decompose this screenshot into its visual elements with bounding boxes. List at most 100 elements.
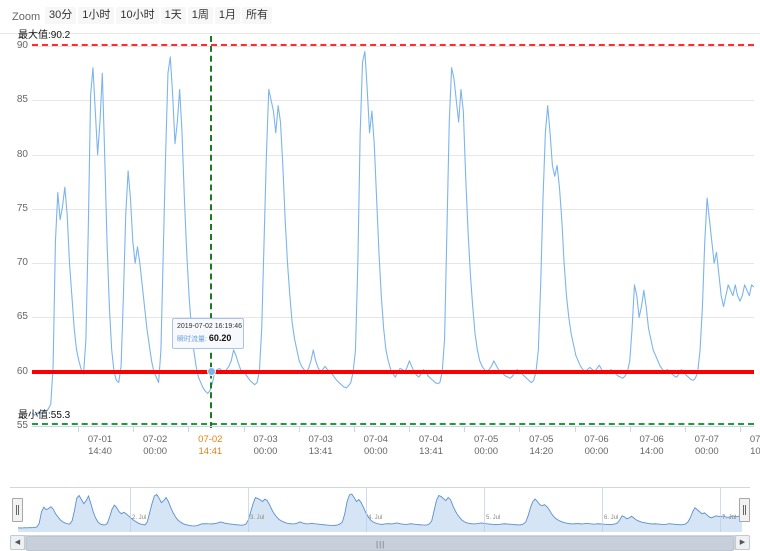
gridline: [32, 317, 754, 319]
range-button-all[interactable]: 所有: [242, 7, 272, 24]
x-tick-time: 00:00: [584, 446, 609, 457]
gridline: [32, 46, 754, 47]
x-axis-tick-label: 07-04 13:41: [407, 434, 455, 458]
navigator-gridline: [484, 488, 485, 532]
x-axis-tick-label: 07-05 00:00: [462, 434, 510, 458]
navigator-gridline: [720, 488, 721, 532]
x-axis-tick-mark: [298, 426, 300, 432]
x-tick-date: 07-01: [87, 434, 113, 445]
handle-grip-bar-2: [18, 505, 19, 515]
x-axis-tick-label: 07-01 14:40: [76, 434, 124, 458]
x-axis-tick-label: 07-02 14:41: [186, 434, 234, 458]
series-line-chart: [32, 50, 754, 416]
x-axis-tick-label: 07-05 14:20: [517, 434, 565, 458]
y-axis-tick-label: 70: [16, 257, 28, 269]
tooltip-datetime: 2019-07-02 16:19:46: [177, 323, 242, 330]
range-button-1hour[interactable]: 1小时: [78, 7, 115, 24]
x-tick-time: 14:41: [198, 446, 223, 457]
hovered-data-point[interactable]: [207, 366, 216, 376]
x-axis-tick-mark: [188, 426, 190, 432]
x-tick-date: 07-04: [363, 434, 388, 445]
navigator-handle-left[interactable]: [12, 498, 23, 522]
max-plotline: [32, 43, 754, 46]
x-tick-date: 07-06: [639, 434, 664, 445]
handle-grip-bar-2: [745, 505, 746, 515]
range-button-1day[interactable]: 1天: [160, 7, 186, 24]
scrollbar-left-arrow-icon[interactable]: ◀: [10, 535, 25, 550]
x-axis-tick-label: 07-03 00:00: [242, 434, 290, 458]
navigator-tick-label: 2. Jul: [132, 515, 147, 521]
range-button-1month[interactable]: 1月: [214, 7, 240, 24]
x-axis: 07-01 14:40 07-02 00:00 07-02 14:41 07-03 00:00…: [32, 426, 760, 472]
chart-plot-area[interactable]: 55 60 65 70 75 80 85 90 最大值:90.2 最小值:55.3: [17, 30, 754, 431]
x-tick-date: 07-05: [529, 434, 554, 445]
navigator-gridline: [366, 488, 367, 532]
min-plotline: [32, 422, 754, 425]
chart-tooltip: 2019-07-02 16:19:46 瞬时流量: 60.20: [172, 318, 244, 349]
x-axis-tick-label: 07-07 00:00: [683, 434, 731, 458]
x-axis-tick-mark: [684, 426, 686, 432]
handle-grip-bar: [16, 505, 17, 515]
tooltip-value: 60.20: [208, 333, 232, 343]
scrollbar-right-arrow-icon[interactable]: ▶: [735, 535, 750, 550]
max-plotline-label: 最大值:90.2: [18, 29, 71, 41]
x-axis-tick-label: 07-03 13:41: [297, 434, 345, 458]
navigator-tick-label: 4. Jul: [368, 515, 383, 521]
gridline: [32, 100, 754, 102]
x-tick-time: 00:00: [253, 446, 278, 457]
range-selector-label: Zoom: [12, 11, 41, 23]
y-axis-tick-label: 55: [16, 420, 28, 431]
navigator-series: [18, 493, 742, 532]
tooltip-separator: :: [205, 336, 209, 343]
x-axis-tick-mark: [740, 426, 741, 432]
x-axis-line: [32, 426, 754, 427]
x-tick-time: 10:39: [750, 446, 760, 457]
y-axis-tick-label: 65: [16, 311, 28, 323]
handle-grip-bar: [743, 505, 744, 515]
chart-navigator[interactable]: 2. Jul 3. Jul 4. Jul 5. Jul 6. Jul 7. Jul: [10, 487, 750, 535]
x-axis-tick-mark: [353, 426, 355, 432]
y-axis-tick-label: 60: [16, 365, 28, 377]
x-axis-tick-label: 07-04 00:00: [352, 434, 400, 458]
scrollbar-grip-icon: |||: [376, 540, 386, 549]
navigator-gridline: [248, 488, 249, 532]
navigator-tick-label: 7. Jul: [722, 515, 737, 521]
navigator-top-divider: [10, 487, 750, 488]
x-tick-time: 13:41: [308, 446, 333, 457]
x-axis-tick-mark: [519, 426, 521, 432]
crosshair-vertical-line: [210, 36, 212, 428]
x-tick-date: 07-07: [694, 434, 719, 445]
x-tick-time: 14:00: [639, 446, 664, 457]
x-axis-tick-mark: [574, 426, 576, 432]
x-tick-date: 07-06: [584, 434, 609, 445]
range-button-30min[interactable]: 30分: [45, 7, 77, 24]
x-tick-time: 13:41: [419, 446, 443, 457]
y-axis-tick-label: 80: [16, 148, 28, 160]
x-axis-tick-mark: [133, 426, 135, 432]
x-axis-tick-mark: [464, 426, 466, 432]
x-tick-time: 00:00: [363, 446, 388, 457]
x-axis-tick-label: 07-06 00:00: [573, 434, 621, 458]
gridline: [32, 263, 754, 265]
range-button-10hour[interactable]: 10小时: [116, 7, 159, 24]
x-tick-date: 07-03: [308, 434, 333, 445]
x-axis-tick-label: 07-02 00:00: [131, 434, 179, 458]
x-tick-date: 07-02: [198, 434, 223, 445]
navigator-tick-label: 3. Jul: [250, 515, 265, 521]
gridline: [32, 154, 754, 156]
x-tick-time: 00:00: [143, 446, 168, 457]
x-tick-date: 07-03: [253, 434, 278, 445]
horizontal-scrollbar[interactable]: ||| ◀ ▶: [10, 535, 750, 551]
navigator-handle-right[interactable]: [739, 498, 750, 522]
x-tick-time: 00:00: [474, 446, 499, 457]
range-button-1week[interactable]: 1周: [187, 7, 213, 24]
scrollbar-thumb[interactable]: |||: [26, 536, 734, 551]
y-axis-tick-label: 90: [16, 40, 28, 51]
tooltip-series-name: 瞬时流量: [177, 336, 205, 343]
min-plotline-label: 最小值:55.3: [18, 409, 71, 421]
range-selector-buttons: 30分 1小时 10小时 1天 1周 1月 所有: [45, 7, 272, 24]
navigator-tick-label: 6. Jul: [604, 515, 619, 521]
x-tick-date: 07-04: [418, 434, 444, 445]
navigator-gridline: [602, 488, 603, 532]
